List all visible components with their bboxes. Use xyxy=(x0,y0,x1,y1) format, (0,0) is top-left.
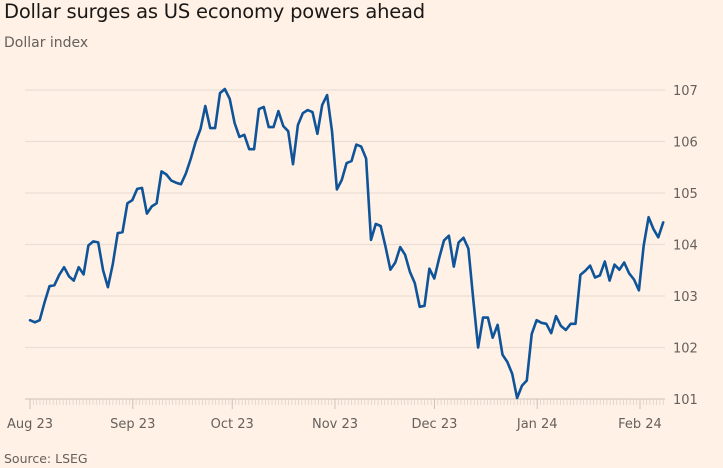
y-tick-label: 106 xyxy=(673,136,698,151)
gridlines xyxy=(25,89,665,349)
y-tick-label: 104 xyxy=(673,239,698,254)
x-tick-label: Sep 23 xyxy=(110,417,155,432)
y-tick-label: 105 xyxy=(673,187,698,202)
chart-title: Dollar surges as US economy powers ahead xyxy=(4,0,425,23)
x-tick-label: Feb 24 xyxy=(618,417,662,432)
x-tick-label: Dec 23 xyxy=(412,417,458,432)
y-tick-label: 102 xyxy=(673,342,698,357)
x-tick-label: Oct 23 xyxy=(211,417,254,432)
source-note: Source: LSEG xyxy=(4,451,88,466)
x-tick-label: Nov 23 xyxy=(312,417,358,432)
y-axis: 107 106 105 104 103 102 101 xyxy=(673,84,698,408)
chart-subtitle: Dollar index xyxy=(4,35,89,51)
series-line-dollar-index xyxy=(28,87,665,400)
series xyxy=(28,87,665,400)
x-tick-label: Jan 24 xyxy=(516,417,558,432)
y-tick-label: 107 xyxy=(673,84,698,99)
y-tick-label: 103 xyxy=(673,290,698,305)
x-axis: Aug 23 Sep 23 Oct 23 Nov 23 Dec 23 Jan 24 Feb … xyxy=(7,398,665,432)
x-tick-label: Aug 23 xyxy=(7,417,53,432)
y-tick-label: 101 xyxy=(673,393,698,408)
